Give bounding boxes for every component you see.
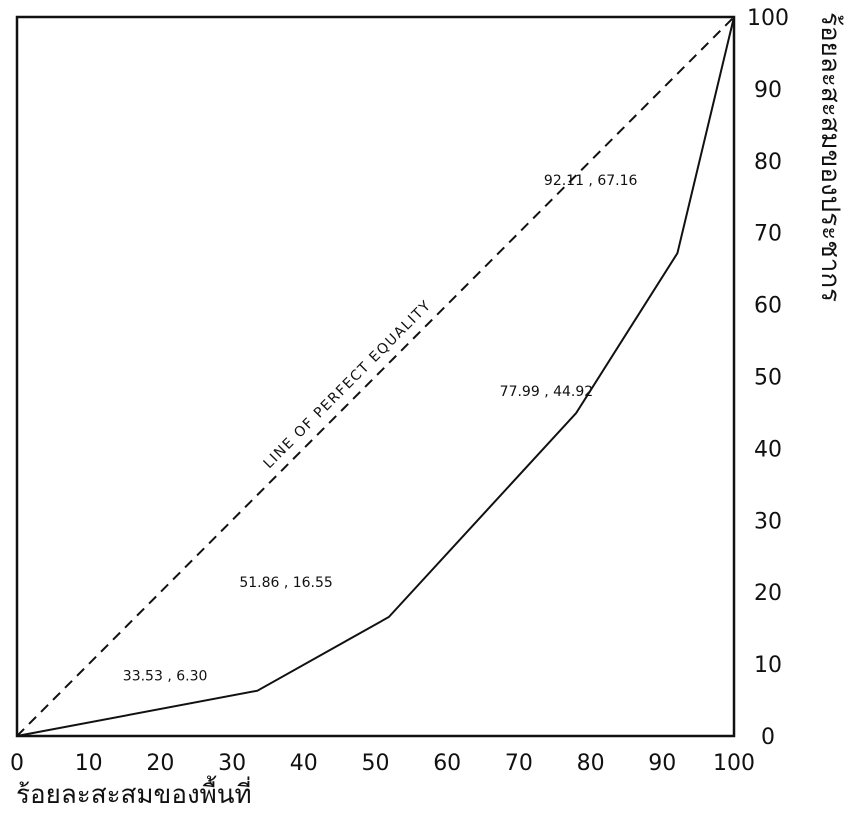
x-tick-label: 20 bbox=[146, 751, 174, 776]
y-axis-label: ร้อยละสะสมของประชากร bbox=[815, 12, 845, 302]
x-tick-label: 50 bbox=[362, 751, 390, 776]
point-label: 77.99 , 44.92 bbox=[500, 384, 594, 400]
y-tick-label: 40 bbox=[754, 437, 782, 462]
y-tick-label: 90 bbox=[754, 78, 782, 103]
point-label: 33.53 , 6.30 bbox=[123, 669, 208, 685]
x-axis-label: ร้อยละสะสมของพื้นที่ bbox=[16, 775, 252, 810]
plot-frame bbox=[15, 15, 736, 738]
x-tick-label: 90 bbox=[648, 751, 676, 776]
x-tick-label: 60 bbox=[433, 751, 461, 776]
y-tick-label: 50 bbox=[754, 366, 782, 391]
x-tick-label: 0 bbox=[10, 751, 24, 776]
x-tick-label: 100 bbox=[713, 751, 755, 776]
y-tick-label: 70 bbox=[754, 222, 782, 247]
lorenz-curve bbox=[16, 16, 735, 737]
y-axis-ticks: 0 10 20 30 40 50 60 70 80 90 100 bbox=[747, 6, 789, 750]
y-tick-label: 100 bbox=[747, 6, 789, 31]
point-labels: 33.53 , 6.30 51.86 , 16.55 77.99 , 44.92 92… bbox=[123, 173, 638, 685]
x-tick-label: 80 bbox=[577, 751, 605, 776]
y-tick-label: 0 bbox=[761, 725, 775, 750]
x-axis-ticks: 0 10 20 30 40 50 60 70 80 90 100 bbox=[10, 751, 755, 776]
y-tick-label: 80 bbox=[754, 150, 782, 175]
y-tick-label: 20 bbox=[754, 581, 782, 606]
line-of-perfect-equality bbox=[16, 16, 735, 737]
y-tick-label: 30 bbox=[754, 509, 782, 534]
x-tick-label: 40 bbox=[290, 751, 318, 776]
x-tick-label: 30 bbox=[218, 751, 246, 776]
x-tick-label: 10 bbox=[75, 751, 103, 776]
x-tick-label: 70 bbox=[505, 751, 533, 776]
y-tick-label: 10 bbox=[754, 653, 782, 678]
point-label: 92.11 , 67.16 bbox=[544, 173, 638, 189]
y-tick-label: 60 bbox=[754, 294, 782, 319]
point-label: 51.86 , 16.55 bbox=[239, 575, 333, 591]
equality-line-label: LINE OF PERFECT EQUALITY bbox=[261, 297, 435, 472]
